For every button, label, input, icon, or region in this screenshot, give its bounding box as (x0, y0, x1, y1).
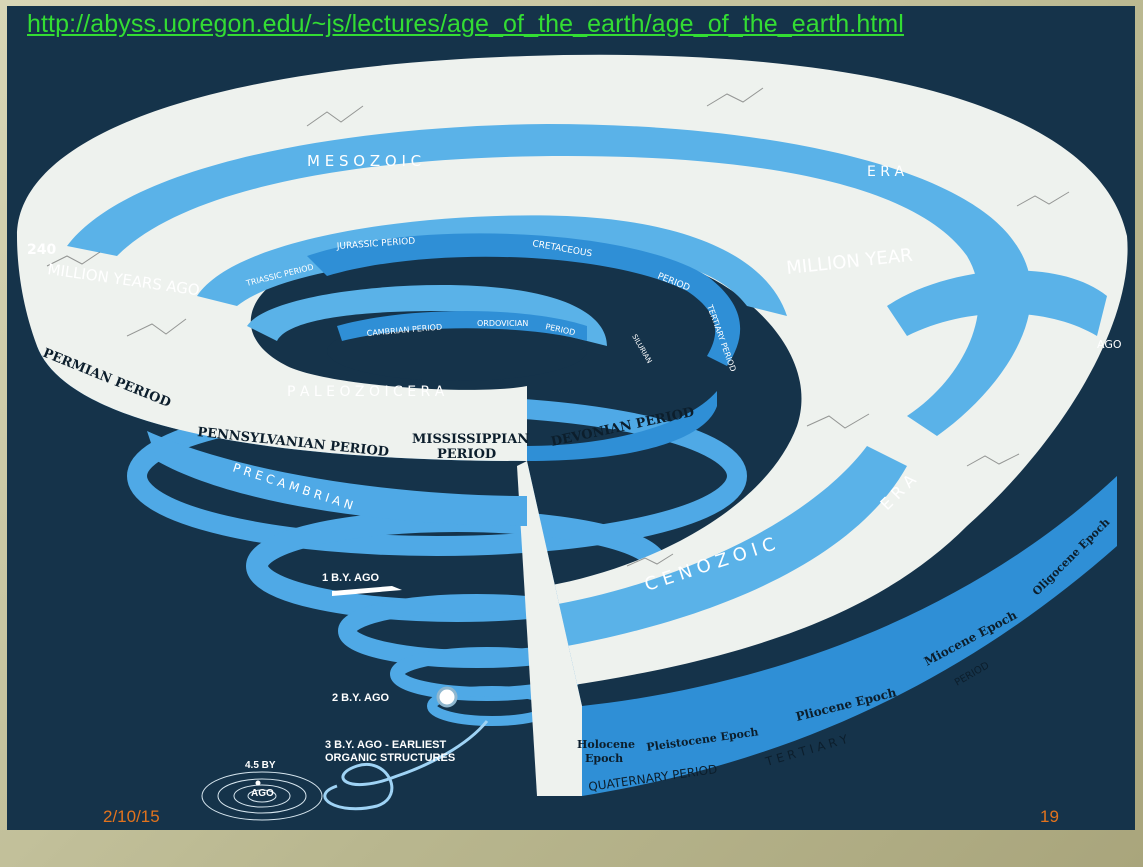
cenozoic-sea (547, 446, 907, 646)
mesozoic-label: M E S O Z O I C (307, 152, 421, 170)
milestone-45by: 4.5 BY (245, 760, 276, 771)
ago-right-label: AGO (1097, 338, 1122, 351)
paleozoic-era-label: P A L E O Z O I C E R A (287, 384, 445, 400)
cenozoic-cut-face (517, 461, 582, 796)
spiral-tail (323, 720, 489, 811)
cambrian-ordovician-band (337, 311, 587, 341)
origin-swirl (201, 771, 323, 821)
holocene-epoch-label: Epoch (585, 752, 623, 765)
slide-page-number: 19 (1040, 807, 1059, 826)
jurassic-cretaceous-band (307, 233, 741, 366)
holocene-label: Holocene (577, 738, 635, 751)
precambrian-band (147, 431, 527, 526)
cenozoic-sea-upper (887, 270, 1107, 336)
years-ago-left-number: 240 (27, 242, 56, 258)
milestone-45by-ago: AGO (251, 788, 274, 799)
geologic-spiral-diagram: M E S O Z O I C E R A P A L E O Z O I C … (7, 6, 1135, 830)
precambrian-spiral-rings (127, 396, 747, 811)
mississippian-label: MISSISSIPPIAN (412, 432, 529, 447)
terrain-texture (46, 87, 1070, 567)
milestone-2by: 2 B.Y. AGO (332, 692, 389, 704)
mississippian-period-label: PERIOD (437, 447, 496, 462)
jurassic-sea (197, 215, 787, 316)
milestone-1by: 1 B.Y. AGO (322, 572, 379, 584)
paleozoic-sea (247, 285, 607, 346)
spiral-center-hole (327, 321, 587, 381)
cenozoic-front-band (527, 461, 1117, 796)
geologic-time-spiral-image: M E S O Z O I C E R A P A L E O Z O I C … (7, 6, 1135, 830)
mesozoic-sea (67, 124, 1032, 436)
origin-point (255, 780, 261, 786)
milestone-3by-line2: ORGANIC STRUCTURES (325, 752, 455, 764)
source-url-link[interactable]: http://abyss.uoregon.edu/~js/lectures/ag… (27, 10, 904, 38)
slide-date: 2/10/15 (103, 807, 160, 826)
ordovician-label: ORDOVICIAN (477, 319, 528, 328)
milestone-1by-fossil (332, 586, 402, 596)
milestone-2by-marker (436, 686, 458, 708)
milestone-3by-line1: 3 B.Y. AGO - EARLIEST (325, 739, 447, 751)
mesozoic-era-word: E R A (867, 164, 904, 180)
